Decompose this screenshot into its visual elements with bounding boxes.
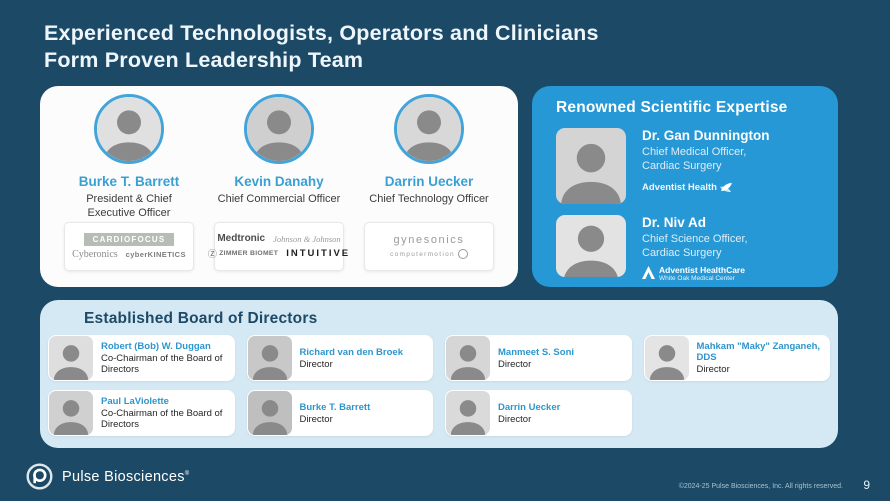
johnson-and-johnson-logo: Johnson & Johnson bbox=[273, 233, 341, 244]
exec-name: Darrin Uecker bbox=[384, 174, 474, 189]
adventist-healthcare-logo: Adventist HealthCare White Oak Medical C… bbox=[642, 266, 748, 283]
board-member-role: Co-Chairman of the Board of Directors bbox=[101, 353, 223, 375]
exec-role: Chief Technology Officer bbox=[369, 193, 489, 205]
board-panel-header: Established Board of Directors bbox=[84, 310, 318, 327]
zimmer-z-icon: Ⓩ bbox=[207, 249, 218, 259]
advisor-photo bbox=[556, 128, 626, 204]
board-member-card: Paul LaViolette Co-Chairman of the Board… bbox=[48, 390, 235, 436]
board-member-role: Director bbox=[299, 358, 333, 370]
board-member-role: Director bbox=[299, 413, 333, 425]
cyberkinetics-logo: cyberKINETICS bbox=[125, 250, 186, 259]
board-member-role: Co-Chairman of the Board of Directors bbox=[101, 408, 223, 430]
cardiofocus-logo: CARDIOFOCUS bbox=[83, 233, 175, 246]
board-member-card: Manmeet S. Soni Director bbox=[445, 335, 632, 381]
exec-role: President & Chief Executive Officer bbox=[86, 193, 172, 219]
board-member-card: Richard van den Broek Director bbox=[246, 335, 433, 381]
intuitive-logo: INTUITIVE bbox=[286, 248, 351, 259]
board-member-photo bbox=[446, 391, 490, 435]
footer-brand: Pulse Biosciences® bbox=[26, 463, 190, 490]
footer-brand-name: Pulse Biosciences® bbox=[62, 468, 190, 485]
board-member-name: Richard van den Broek bbox=[299, 346, 403, 358]
board-member-name: Darrin Uecker bbox=[498, 401, 561, 413]
board-member-card: Darrin Uecker Director bbox=[445, 390, 632, 436]
board-grid: Robert (Bob) W. Duggan Co-Chairman of th… bbox=[48, 335, 830, 436]
board-member-name: Manmeet S. Soni bbox=[498, 346, 575, 358]
advisor-card-niv-ad: Dr. Niv Ad Chief Science Officer, Cardia… bbox=[556, 215, 824, 283]
board-of-directors-panel: Established Board of Directors Robert (B… bbox=[40, 300, 838, 448]
exec-role: Chief Commercial Officer bbox=[217, 193, 341, 205]
board-member-photo bbox=[248, 336, 292, 380]
exec-photo bbox=[394, 94, 464, 164]
exec-card-burke-barrett: Burke T. Barrett President & Chief Execu… bbox=[54, 94, 204, 287]
computer-motion-icon bbox=[457, 249, 468, 259]
computer-motion-logo: computermotion bbox=[390, 249, 468, 259]
slide-title-line1: Experienced Technologists, Operators and… bbox=[44, 21, 599, 45]
board-member-role: Director bbox=[696, 364, 730, 375]
advisor-card-gan-dunnington: Dr. Gan Dunnington Chief Medical Officer… bbox=[556, 128, 824, 204]
adventist-health-logo: Adventist Health bbox=[642, 181, 770, 193]
crossed-leaves-icon bbox=[719, 183, 732, 192]
board-member-name: Paul LaViolette bbox=[101, 396, 169, 407]
slide-title-line2: Form Proven Leadership Team bbox=[44, 47, 364, 72]
board-member-role: Director bbox=[498, 358, 532, 370]
exec-photo bbox=[94, 94, 164, 164]
slide-title: Experienced Technologists, Operators and… bbox=[44, 20, 599, 73]
exec-card-darrin-uecker: Darrin Uecker Chief Technology Officer g… bbox=[354, 94, 504, 287]
board-member-card: Burke T. Barrett Director bbox=[246, 390, 433, 436]
advisor-name: Dr. Niv Ad bbox=[642, 215, 707, 230]
board-member-name: Mahkam "Maky" Zanganeh, DDS bbox=[696, 341, 821, 363]
a-mountain-icon bbox=[642, 266, 655, 279]
zimmer-biomet-logo: Ⓩ ZIMMER BIOMET bbox=[207, 249, 279, 259]
exec-prior-companies-logos: gynesonics computermotion bbox=[364, 222, 494, 271]
page-number: 9 bbox=[863, 478, 870, 492]
scientific-expertise-panel: Renowned Scientific Expertise Dr. Gan Du… bbox=[532, 86, 838, 287]
board-member-photo bbox=[248, 391, 292, 435]
cyberonics-logo: Cyberonics bbox=[72, 249, 118, 260]
board-member-name: Robert (Bob) W. Duggan bbox=[101, 341, 211, 352]
board-member-card: Robert (Bob) W. Duggan Co-Chairman of th… bbox=[48, 335, 235, 381]
exec-name: Burke T. Barrett bbox=[78, 174, 180, 189]
board-member-photo bbox=[49, 336, 93, 380]
exec-card-kevin-danahy: Kevin Danahy Chief Commercial Officer Me… bbox=[204, 94, 354, 287]
board-grid-empty-cell bbox=[644, 390, 831, 436]
footer-copyright: ©2024-25 Pulse Biosciences, Inc. All rig… bbox=[678, 483, 843, 490]
advisor-role: Chief Science Officer, Cardiac Surgery bbox=[642, 233, 748, 259]
exec-photo bbox=[244, 94, 314, 164]
pulse-biosciences-logo-icon bbox=[26, 463, 53, 490]
board-member-name: Burke T. Barrett bbox=[299, 401, 371, 413]
advisor-photo bbox=[556, 215, 626, 277]
advisor-name: Dr. Gan Dunnington bbox=[642, 128, 770, 143]
exec-prior-companies-logos: CARDIOFOCUS Cyberonics cyberKINETICS bbox=[64, 222, 194, 271]
scientific-panel-header: Renowned Scientific Expertise bbox=[556, 99, 788, 116]
executive-leadership-panel: Burke T. Barrett President & Chief Execu… bbox=[40, 86, 518, 287]
medtronic-logo: Medtronic bbox=[217, 233, 266, 244]
board-member-photo bbox=[645, 336, 689, 380]
board-member-photo bbox=[49, 391, 93, 435]
gynesonics-logo: gynesonics bbox=[393, 234, 465, 246]
board-member-role: Director bbox=[498, 413, 532, 425]
advisor-info: Dr. Gan Dunnington Chief Medical Officer… bbox=[642, 128, 770, 204]
registered-mark: ® bbox=[184, 470, 190, 477]
board-member-photo bbox=[446, 336, 490, 380]
exec-prior-companies-logos: Medtronic Johnson & Johnson Ⓩ ZIMMER BIOM… bbox=[208, 222, 348, 271]
board-member-card: Mahkam "Maky" Zanganeh, DDS Director bbox=[643, 335, 830, 381]
advisor-info: Dr. Niv Ad Chief Science Officer, Cardia… bbox=[642, 215, 748, 283]
advisor-role: Chief Medical Officer, Cardiac Surgery bbox=[642, 146, 747, 172]
exec-name: Kevin Danahy bbox=[234, 174, 324, 189]
